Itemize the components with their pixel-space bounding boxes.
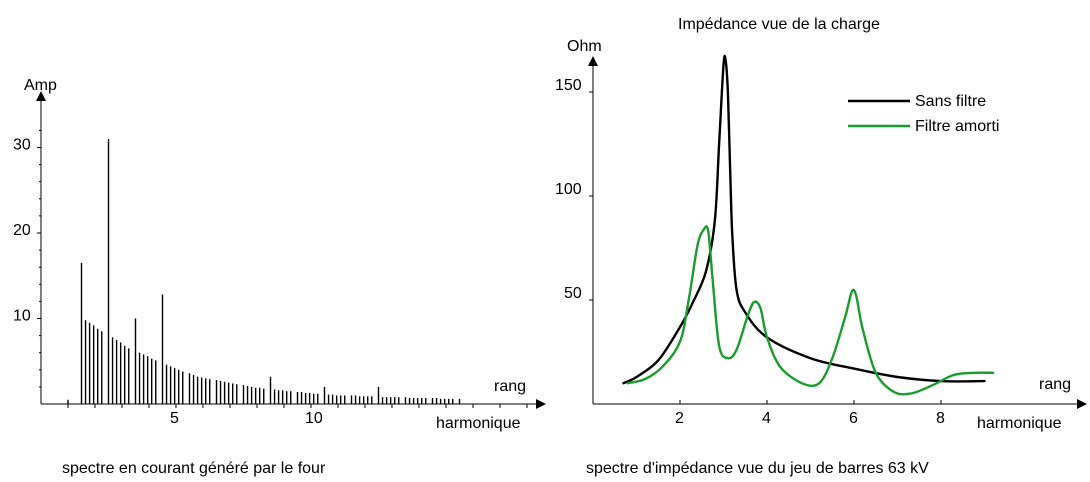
right-chart: Impédance vue de la charge Ohm rang harm… bbox=[555, 16, 1087, 432]
left-x-tick-label: 10 bbox=[305, 410, 323, 427]
right-x-tick-label: 8 bbox=[936, 410, 945, 427]
left-y-ticks: 10 20 30 bbox=[13, 129, 41, 388]
right-y-ticks: 50 100 150 bbox=[555, 77, 593, 302]
left-y-tick-label: 10 bbox=[13, 308, 31, 325]
right-y-tick-label: 50 bbox=[564, 285, 582, 302]
left-y-tick-label: 20 bbox=[13, 222, 31, 239]
right-x-tick-label: 4 bbox=[762, 410, 771, 427]
right-title: Impédance vue de la charge bbox=[678, 16, 880, 33]
legend-label-sans-filtre: Sans filtre bbox=[915, 93, 986, 110]
left-caption: spectre en courant généré par le four bbox=[62, 460, 326, 477]
right-x-ticks: 2 4 6 8 bbox=[675, 400, 945, 427]
right-y-label: Ohm bbox=[567, 38, 602, 55]
right-x-tick-label: 2 bbox=[675, 410, 684, 427]
right-y-tick-label: 100 bbox=[555, 181, 582, 198]
right-caption: spectre d'impédance vue du jeu de barres… bbox=[586, 460, 929, 477]
right-x-tick-label: 6 bbox=[849, 410, 858, 427]
right-y-tick-label: 150 bbox=[555, 77, 582, 94]
line-filtre-amorti bbox=[626, 225, 995, 396]
left-bars bbox=[67, 138, 461, 404]
right-x-label-top: rang bbox=[1039, 376, 1071, 393]
left-y-tick-label: 30 bbox=[13, 137, 31, 154]
right-lines bbox=[622, 54, 995, 396]
left-x-label-top: rang bbox=[494, 378, 526, 395]
right-x-label-bottom: harmonique bbox=[977, 415, 1062, 432]
left-x-ticks: 5 10 bbox=[67, 404, 528, 427]
legend-label-filtre-amorti: Filtre amorti bbox=[915, 118, 999, 135]
legend: Sans filtre Filtre amorti bbox=[848, 93, 999, 135]
left-y-label: Amp bbox=[24, 77, 57, 94]
left-x-label-bottom: harmonique bbox=[436, 415, 521, 432]
left-chart: Amp rang harmonique 10 20 30 5 10 bbox=[13, 77, 546, 432]
left-x-tick-label: 5 bbox=[170, 410, 179, 427]
